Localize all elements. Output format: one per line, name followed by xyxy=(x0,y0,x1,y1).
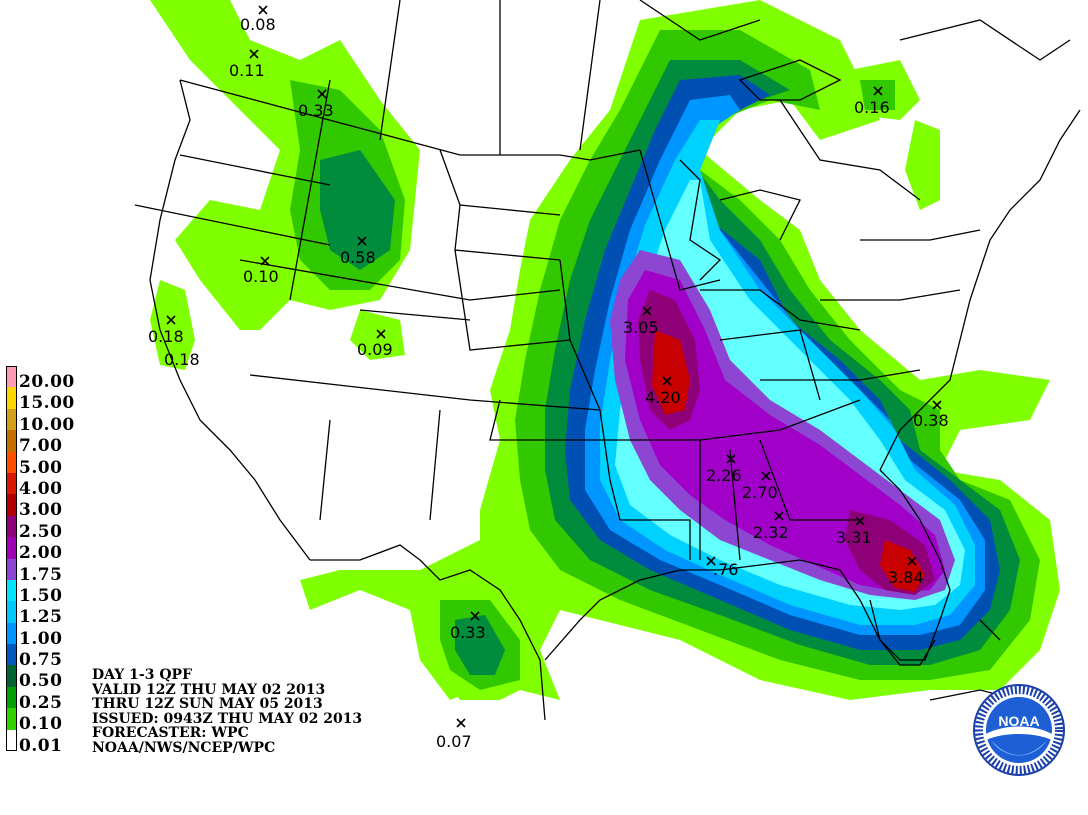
legend-swatch xyxy=(6,729,17,752)
legend-label: 3.00 xyxy=(19,500,63,521)
station-mark: 0.18 xyxy=(148,315,184,346)
legend-label: 15.00 xyxy=(19,393,75,414)
legend-swatch xyxy=(6,686,17,709)
station-mark: 2.70 xyxy=(742,471,778,502)
legend-swatch xyxy=(6,430,17,452)
info-forecaster: FORECASTER: WPC xyxy=(92,725,249,741)
station-value: 0.09 xyxy=(357,340,393,359)
legend-swatch xyxy=(6,665,17,687)
legend-swatch xyxy=(6,601,17,623)
info-product: DAY 1-3 QPF xyxy=(92,667,193,683)
legend-swatch xyxy=(6,451,17,473)
info-agency: NOAA/NWS/NCEP/WPC xyxy=(92,739,276,756)
precip-shading xyxy=(150,0,1060,700)
info-valid: VALID 12Z THU MAY 02 2013 xyxy=(92,681,326,698)
legend-label: 10.00 xyxy=(19,414,75,435)
boundaries xyxy=(134,0,1081,721)
legend-label: 5.00 xyxy=(19,457,63,478)
station-mark: 4.20 xyxy=(645,376,681,407)
legend-swatch xyxy=(6,622,17,645)
station-mark: 2.26 xyxy=(706,454,742,485)
noaa-logo-text: NOAA xyxy=(998,713,1039,729)
station-value: 3.84 xyxy=(888,568,924,587)
station-value: 0.07 xyxy=(436,732,472,751)
legend-swatch xyxy=(6,708,17,730)
station-value: 0.58 xyxy=(340,248,376,267)
station-mark: 0.38 xyxy=(913,400,949,430)
legend-swatch xyxy=(6,387,17,409)
legend-swatch xyxy=(6,537,17,559)
station-value: 0.33 xyxy=(450,623,486,642)
station-value: .76 xyxy=(713,560,738,579)
station-mark: 0.18 xyxy=(164,350,200,369)
station-value: 3.05 xyxy=(623,318,659,337)
legend-swatch xyxy=(6,494,17,516)
legend-swatch xyxy=(6,558,17,580)
legend-label: 20.00 xyxy=(19,372,75,392)
station-mark: 0.10 xyxy=(243,256,279,286)
legend-swatch xyxy=(6,472,17,495)
station-mark: .76 xyxy=(706,556,738,579)
info-issued: ISSUED: 0943Z THU MAY 02 2013 xyxy=(92,710,363,727)
legend-label: 0.01 xyxy=(19,735,63,756)
info-thru: THRU 12Z SUN MAY 05 2013 xyxy=(92,696,323,712)
station-mark: 0.16 xyxy=(854,86,890,117)
legend-swatch xyxy=(6,644,17,666)
station-mark: 0.11 xyxy=(229,49,265,80)
legend-swatch xyxy=(6,408,17,431)
legend-label: 0.10 xyxy=(19,714,63,735)
station-mark: 0.58 xyxy=(340,236,376,267)
station-mark: 0.07 xyxy=(436,718,472,751)
station-value: 0.08 xyxy=(240,15,276,34)
legend-label: 0.75 xyxy=(19,650,63,671)
station-value: 0.33 xyxy=(298,101,334,120)
station-mark: 2.32 xyxy=(753,511,789,542)
station-mark: 3.31 xyxy=(836,516,872,547)
station-markers: 0.08 0.11 0.33 0.16 0.58 0.10 0.18 0.18 xyxy=(148,5,949,751)
legend-label: 1.00 xyxy=(19,628,63,649)
legend-label: 2.00 xyxy=(19,543,63,564)
legend-swatch xyxy=(6,366,17,388)
station-value: 0.10 xyxy=(243,267,279,286)
station-mark: 0.09 xyxy=(357,329,393,359)
station-mark: 0.33 xyxy=(298,89,334,120)
station-value: 2.70 xyxy=(742,483,778,502)
legend-label: 1.75 xyxy=(19,564,63,585)
forecast-info: DAY 1-3 QPF VALID 12Z THU MAY 02 2013 TH… xyxy=(92,668,362,755)
station-mark: 3.05 xyxy=(623,306,659,337)
legend-label: 2.50 xyxy=(19,521,63,542)
station-value: 2.26 xyxy=(706,466,742,485)
station-value: 3.31 xyxy=(836,528,872,547)
legend-label: 0.25 xyxy=(19,692,63,713)
station-value: 0.16 xyxy=(854,98,890,117)
station-value: 0.38 xyxy=(913,411,949,430)
station-value: 0.18 xyxy=(148,327,184,346)
legend-label: 1.50 xyxy=(19,585,63,606)
legend-label: 7.00 xyxy=(19,436,63,457)
legend-label: 0.50 xyxy=(19,671,63,692)
legend-label: 1.25 xyxy=(19,607,63,628)
noaa-logo: NOAA xyxy=(973,684,1065,776)
station-mark: 3.84 xyxy=(888,556,924,587)
legend-swatch xyxy=(6,579,17,602)
station-mark: 0.08 xyxy=(240,5,276,34)
legend-label: 4.00 xyxy=(19,478,63,499)
station-value: 0.18 xyxy=(164,350,200,369)
station-value: 0.11 xyxy=(229,61,265,80)
station-value: 2.32 xyxy=(753,523,789,542)
legend-swatch xyxy=(6,515,17,538)
station-mark: 0.33 xyxy=(450,611,486,642)
station-value: 4.20 xyxy=(645,388,681,407)
